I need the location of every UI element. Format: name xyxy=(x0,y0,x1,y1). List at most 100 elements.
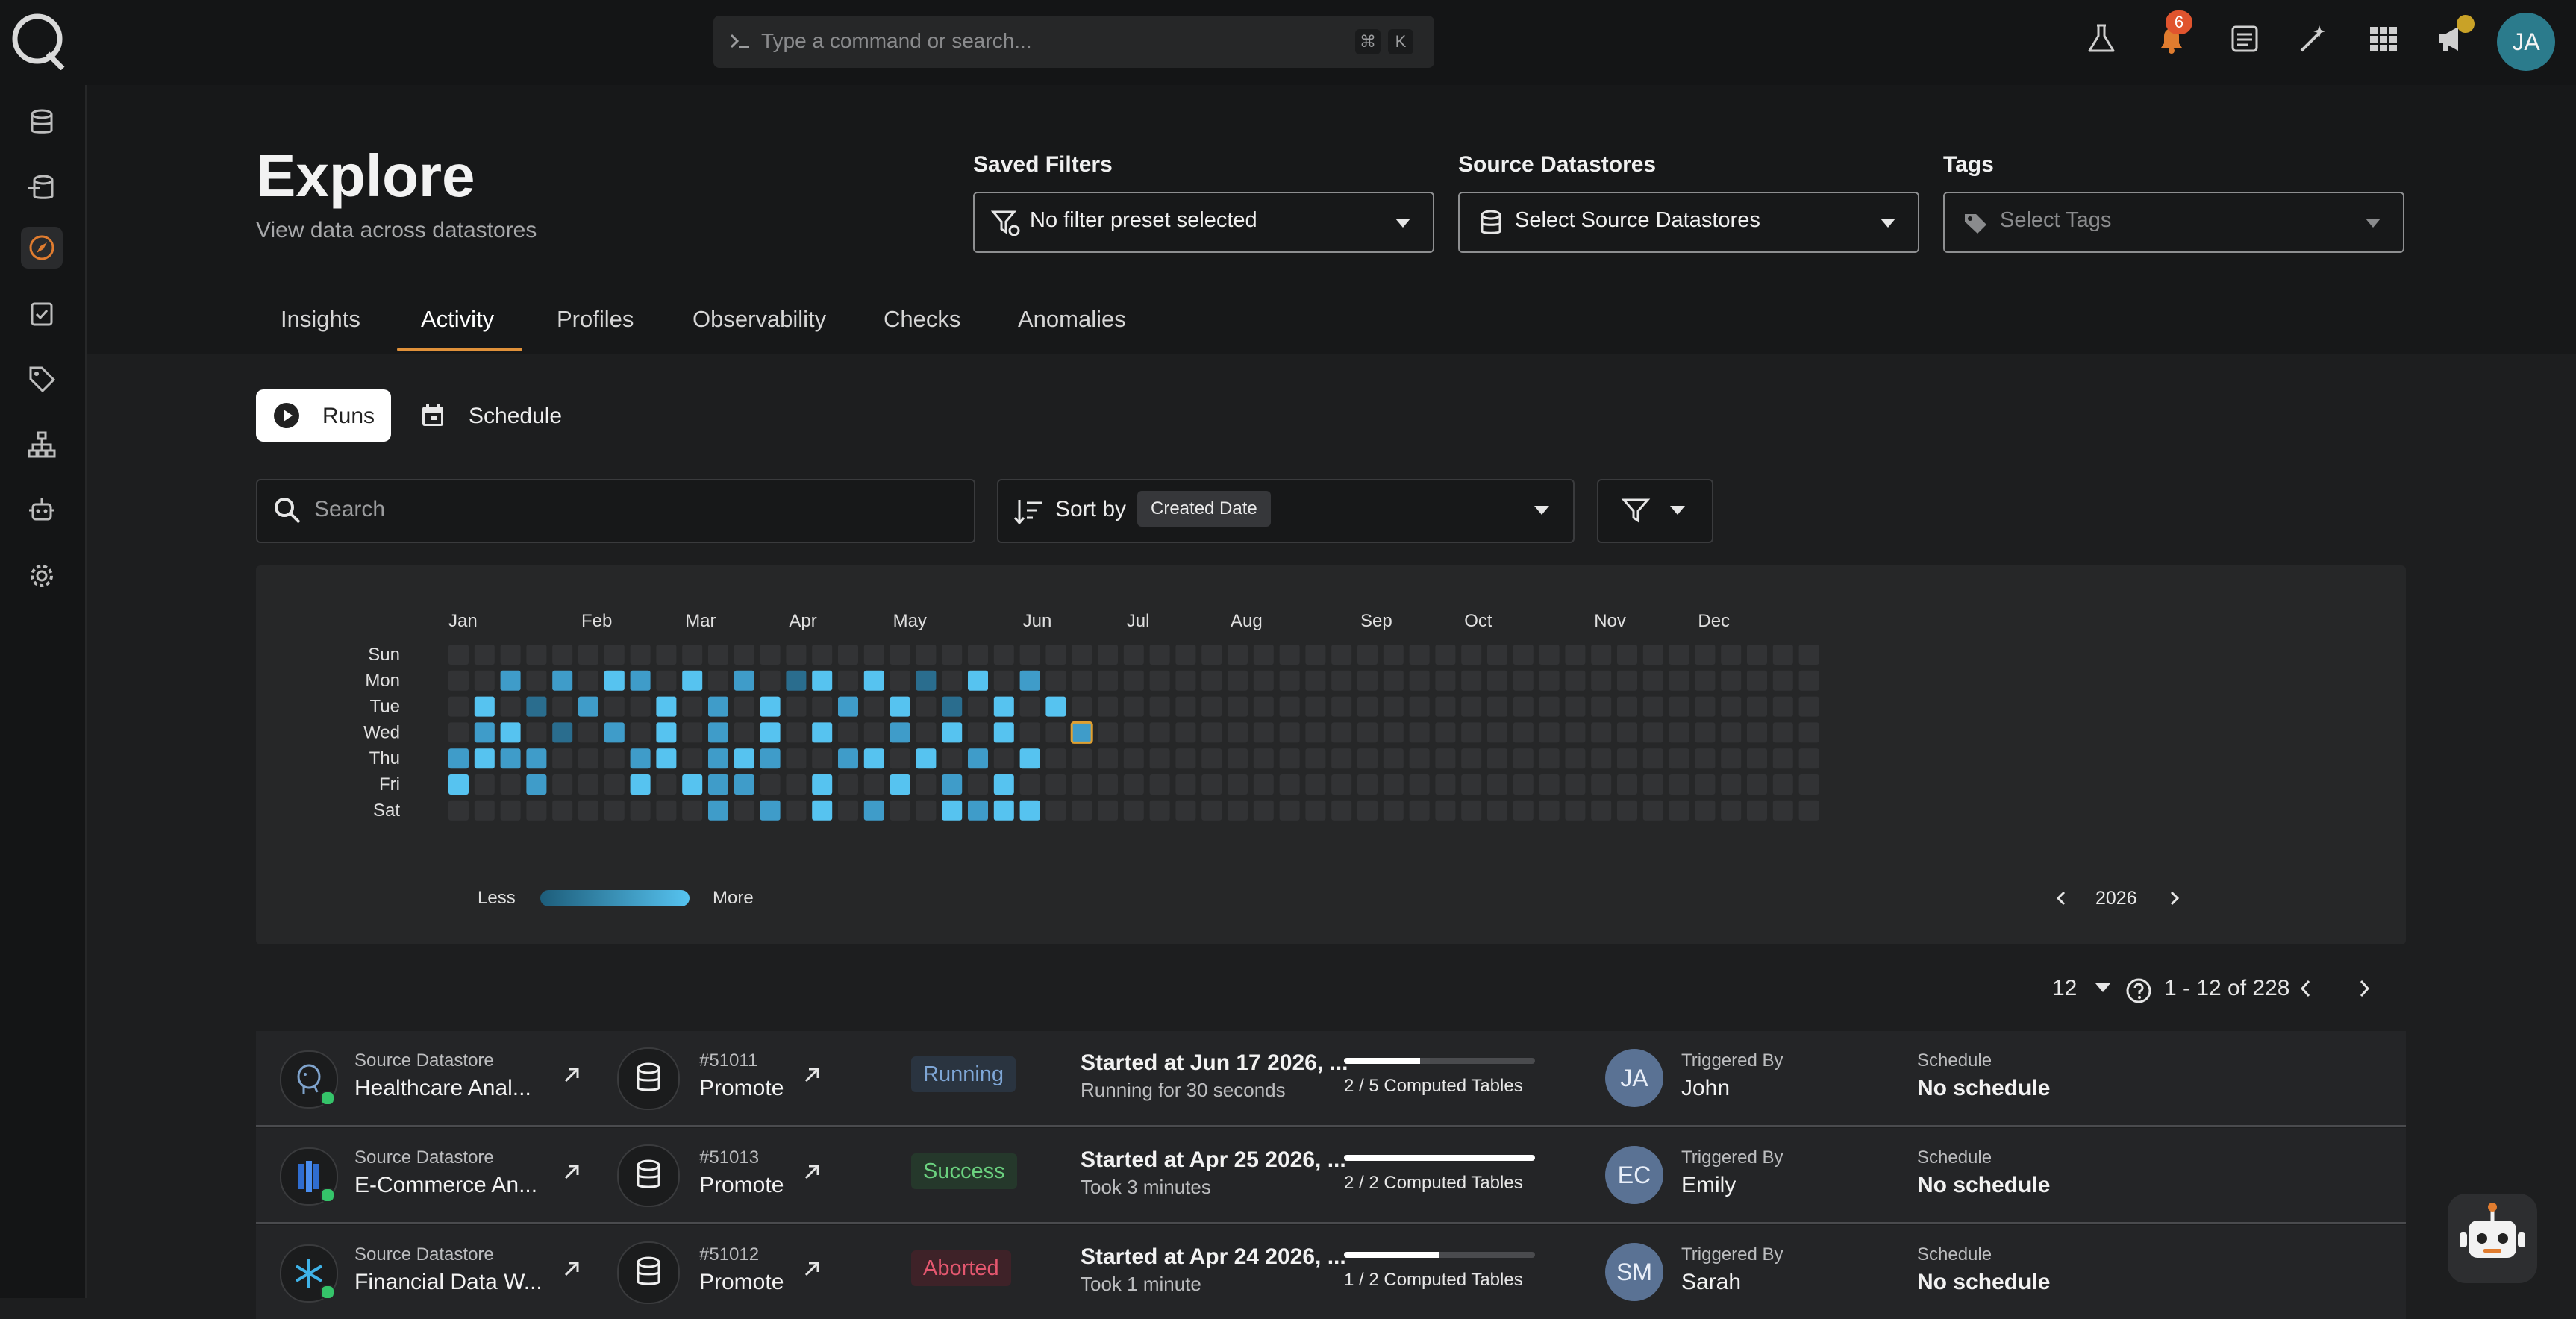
heatmap-cell[interactable] xyxy=(1045,670,1066,691)
heatmap-cell[interactable] xyxy=(1305,800,1326,821)
heatmap-cell[interactable] xyxy=(838,800,858,821)
heatmap-cell[interactable] xyxy=(1149,800,1170,821)
heatmap-cell[interactable] xyxy=(1201,670,1222,691)
heatmap-cell[interactable] xyxy=(474,696,495,717)
heatmap-cell[interactable] xyxy=(863,748,884,769)
heatmap-cell[interactable] xyxy=(1045,645,1066,665)
heatmap-cell[interactable] xyxy=(1383,645,1404,665)
heatmap-cell[interactable] xyxy=(1513,722,1534,743)
heatmap-cell[interactable] xyxy=(1798,800,1819,821)
heatmap-cell[interactable] xyxy=(1331,670,1352,691)
heatmap-cell[interactable] xyxy=(1798,696,1819,717)
heatmap-cell[interactable] xyxy=(656,748,677,769)
heatmap-cell[interactable] xyxy=(500,696,521,717)
saved-filters-select[interactable]: No filter preset selected xyxy=(973,192,1434,253)
heatmap-cell[interactable] xyxy=(1228,800,1248,821)
heatmap-cell[interactable] xyxy=(578,774,598,795)
heatmap-cell[interactable] xyxy=(1149,696,1170,717)
heatmap-cell[interactable] xyxy=(552,670,573,691)
heatmap-cell[interactable] xyxy=(734,722,754,743)
heatmap-cell[interactable] xyxy=(1461,800,1482,821)
heatmap-cell[interactable] xyxy=(526,670,547,691)
heatmap-cell[interactable] xyxy=(1539,800,1560,821)
heatmap-cell[interactable] xyxy=(1305,748,1326,769)
sidebar-item-agents[interactable] xyxy=(21,489,63,531)
open-link-arrow-icon[interactable] xyxy=(802,1162,822,1182)
heatmap-cell[interactable] xyxy=(786,722,807,743)
heatmap-cell[interactable] xyxy=(1072,774,1092,795)
heatmap-cell[interactable] xyxy=(1642,774,1663,795)
heatmap-cell[interactable] xyxy=(1695,800,1716,821)
tab-activity[interactable]: Activity xyxy=(421,306,495,332)
heatmap-cell[interactable] xyxy=(1357,696,1378,717)
document-icon[interactable] xyxy=(2228,22,2261,55)
heatmap-cell[interactable] xyxy=(1539,645,1560,665)
heatmap-cell[interactable] xyxy=(1591,722,1612,743)
tab-anomalies[interactable]: Anomalies xyxy=(1018,306,1126,332)
heatmap-cell[interactable] xyxy=(1098,748,1118,769)
heatmap-cell[interactable] xyxy=(1565,696,1586,717)
heatmap-cell[interactable] xyxy=(1617,774,1637,795)
heatmap-cell[interactable] xyxy=(1279,800,1300,821)
heatmap-cell[interactable] xyxy=(1175,696,1196,717)
heatmap-cell[interactable] xyxy=(1695,774,1716,795)
heatmap-cell[interactable] xyxy=(1798,722,1819,743)
heatmap-cell[interactable] xyxy=(1357,800,1378,821)
heatmap-cell[interactable] xyxy=(734,670,754,691)
heatmap-cell[interactable] xyxy=(552,800,573,821)
heatmap-cell[interactable] xyxy=(993,722,1014,743)
heatmap-cell[interactable] xyxy=(760,722,781,743)
heatmap-cell[interactable] xyxy=(1591,748,1612,769)
heatmap-cell[interactable] xyxy=(708,696,728,717)
heatmap-cell[interactable] xyxy=(1253,696,1274,717)
heatmap-cell[interactable] xyxy=(1072,748,1092,769)
app-logo-icon[interactable] xyxy=(10,10,67,70)
heatmap-cell[interactable] xyxy=(604,696,625,717)
heatmap-cell[interactable] xyxy=(1435,645,1456,665)
heatmap-cell[interactable] xyxy=(1772,800,1793,821)
heatmap-cell[interactable] xyxy=(1669,722,1689,743)
heatmap-cell[interactable] xyxy=(708,800,728,821)
heatmap-cell[interactable] xyxy=(942,645,963,665)
heatmap-cell[interactable] xyxy=(993,696,1014,717)
heatmap-cell[interactable] xyxy=(1279,645,1300,665)
heatmap-cell[interactable] xyxy=(993,748,1014,769)
heatmap-cell[interactable] xyxy=(1253,670,1274,691)
heatmap-cell[interactable] xyxy=(1409,645,1430,665)
heatmap-cell[interactable] xyxy=(448,800,469,821)
heatmap-cell[interactable] xyxy=(890,774,910,795)
heatmap-cell[interactable] xyxy=(1747,748,1767,769)
heatmap-cell[interactable] xyxy=(682,696,703,717)
heatmap-cell[interactable] xyxy=(500,800,521,821)
heatmap-cell[interactable] xyxy=(863,670,884,691)
heatmap-cell[interactable] xyxy=(760,774,781,795)
heatmap-cell[interactable] xyxy=(1149,748,1170,769)
heatmap-cell[interactable] xyxy=(1513,800,1534,821)
heatmap-cell[interactable] xyxy=(448,696,469,717)
heatmap-cell[interactable] xyxy=(1772,645,1793,665)
heatmap-cell[interactable] xyxy=(812,748,833,769)
heatmap-cell[interactable] xyxy=(1383,696,1404,717)
heatmap-cell[interactable] xyxy=(760,800,781,821)
heatmap-cell[interactable] xyxy=(526,722,547,743)
heatmap-cell[interactable] xyxy=(1383,800,1404,821)
heatmap-cell[interactable] xyxy=(812,774,833,795)
heatmap-cell[interactable] xyxy=(1045,800,1066,821)
heatmap-cell[interactable] xyxy=(604,722,625,743)
heatmap-cell[interactable] xyxy=(1175,800,1196,821)
sidebar-item-settings[interactable] xyxy=(21,555,63,597)
heatmap-cell[interactable] xyxy=(630,722,651,743)
heatmap-cell[interactable] xyxy=(1695,670,1716,691)
heatmap-cell[interactable] xyxy=(1642,800,1663,821)
heatmap-cell[interactable] xyxy=(1591,774,1612,795)
heatmap-cell[interactable] xyxy=(1045,722,1066,743)
heatmap-cell[interactable] xyxy=(838,722,858,743)
heatmap-cell[interactable] xyxy=(1461,722,1482,743)
heatmap-cell[interactable] xyxy=(1253,722,1274,743)
heatmap-cell[interactable] xyxy=(578,722,598,743)
sort-select[interactable]: Sort by Created Date xyxy=(997,479,1575,543)
heatmap-cell[interactable] xyxy=(656,696,677,717)
heatmap-cell[interactable] xyxy=(448,774,469,795)
heatmap-cell[interactable] xyxy=(760,748,781,769)
heatmap-cell[interactable] xyxy=(812,670,833,691)
